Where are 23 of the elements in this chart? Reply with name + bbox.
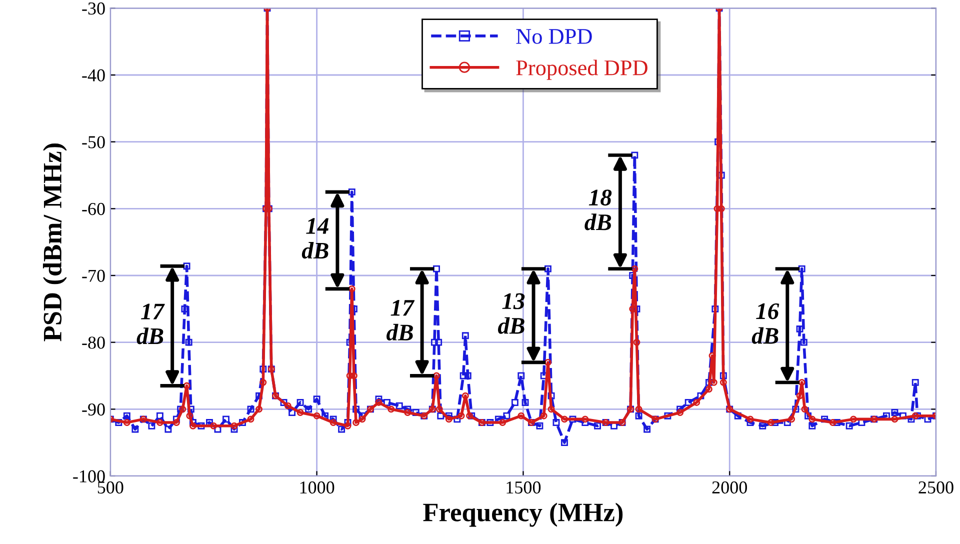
y-tick-label: -50 (82, 136, 105, 148)
annotation: 17 dB (386, 300, 415, 341)
y-tick-label: -100 (73, 470, 105, 482)
y-tick-label: -80 (82, 336, 105, 349)
annotation: 14 dB (302, 218, 328, 259)
y-tick-label: -60 (82, 202, 105, 216)
x-axis-title: Frequency (MHz) (423, 502, 623, 527)
y-tick-label: -30 (82, 2, 105, 15)
legend-label: Proposed DPD (516, 60, 648, 80)
annotation: 13 dB (498, 293, 525, 334)
y-tick-label: -40 (82, 69, 105, 82)
x-tick-label: 2500 (918, 481, 954, 494)
x-tick-label: 1500 (506, 481, 541, 494)
y-axis-title: PSD (dBm/ MHz) (42, 144, 67, 342)
y-tick-label: -90 (82, 403, 105, 416)
annotation: 17 dB (136, 304, 165, 344)
annotation: 16 dB (752, 303, 780, 344)
annotation: 18 dB (584, 190, 612, 230)
x-tick-label: 2000 (712, 481, 747, 494)
y-tick-label: -70 (82, 270, 105, 282)
x-tick-label: 500 (98, 481, 124, 494)
x-tick-label: 1000 (300, 481, 334, 494)
legend-label: No DPD (516, 29, 592, 44)
